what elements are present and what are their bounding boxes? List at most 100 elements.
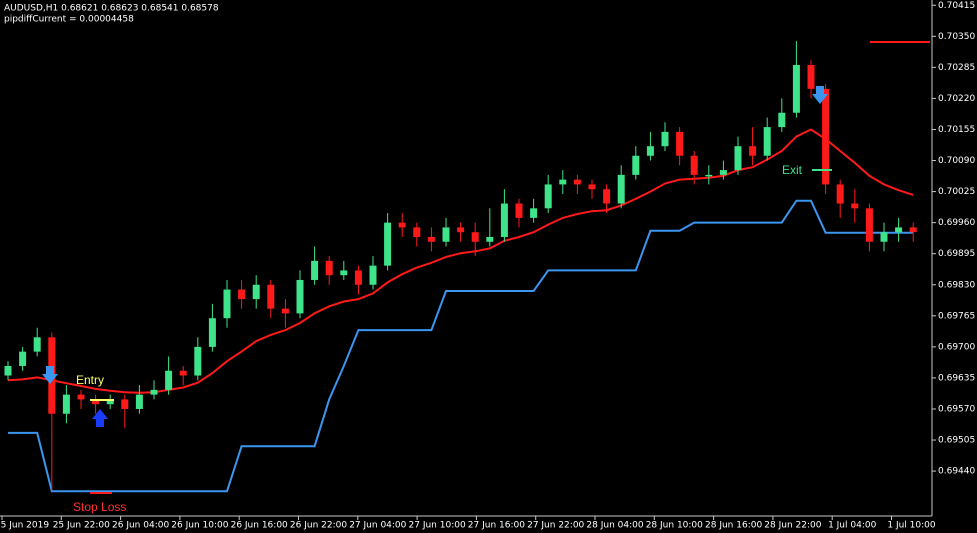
candle-body xyxy=(223,289,231,319)
candle-body xyxy=(646,146,654,156)
y-tick-label: 0.69570 xyxy=(938,404,975,414)
candle-body xyxy=(515,203,523,218)
candle-body xyxy=(384,222,392,266)
y-tick-label: 0.69505 xyxy=(938,436,975,446)
candle-body xyxy=(763,127,771,156)
candle-body xyxy=(427,236,435,242)
candle-body xyxy=(62,394,70,414)
y-tick-label: 0.69440 xyxy=(938,467,975,477)
candle-body xyxy=(530,208,538,218)
candle-body xyxy=(705,174,713,177)
candle-body xyxy=(4,365,12,376)
candle-body xyxy=(822,88,830,185)
candle-body xyxy=(676,131,684,156)
candle-body xyxy=(909,227,917,233)
chart-title: AUDUSD,H1 0.68621 0.68623 0.68541 0.6857… xyxy=(4,4,219,14)
candle-body xyxy=(895,227,903,233)
stop-loss-label: Stop Loss xyxy=(73,500,126,514)
candle-body xyxy=(194,346,202,376)
candle-body xyxy=(77,394,85,400)
x-tick-label: 27 Jun 22:00 xyxy=(527,521,584,531)
candle-body xyxy=(238,289,246,300)
candle-body xyxy=(208,318,216,347)
y-tick-label: 0.69765 xyxy=(938,311,975,321)
x-tick-label: 28 Jun 22:00 xyxy=(764,521,821,531)
candle-body xyxy=(354,270,362,285)
x-tick-label: 1 Jul 04:00 xyxy=(828,521,877,531)
chart-subtitle: pipdiffCurrent = 0.00004458 xyxy=(4,15,134,25)
candle-body xyxy=(398,222,406,228)
candle-body xyxy=(851,203,859,209)
y-tick-label: 0.70025 xyxy=(938,187,975,197)
candle-body xyxy=(690,155,698,175)
candle-body xyxy=(880,232,888,242)
x-tick-label: 25 Jun 2019 xyxy=(0,521,49,531)
candle-body xyxy=(457,227,465,233)
y-tick-label: 0.70350 xyxy=(938,32,975,42)
candle-body xyxy=(33,337,41,352)
candle-body xyxy=(632,155,640,175)
candle-body xyxy=(135,394,143,409)
indicator-line xyxy=(7,128,914,394)
candle-body xyxy=(559,179,567,185)
candle-body xyxy=(442,227,450,242)
candle-body xyxy=(19,351,27,366)
x-tick-label: 26 Jun 04:00 xyxy=(112,521,169,531)
sell-arrow xyxy=(42,366,58,384)
candle-body xyxy=(179,370,187,376)
candle-body xyxy=(544,184,552,209)
candle-body xyxy=(413,227,421,237)
candle-body xyxy=(150,389,158,395)
x-tick-label: 28 Jun 04:00 xyxy=(586,521,643,531)
entry-label: Entry xyxy=(76,373,104,387)
sell-arrow xyxy=(812,86,828,104)
candle-body xyxy=(836,184,844,204)
candle-body xyxy=(588,184,596,190)
x-tick-label: 26 Jun 10:00 xyxy=(171,521,228,531)
candle-body xyxy=(603,189,611,204)
candle-body xyxy=(121,399,129,409)
plot-area xyxy=(4,41,917,493)
y-tick-label: 0.70415 xyxy=(938,1,975,11)
candle-body xyxy=(486,236,494,242)
x-tick-label: 27 Jun 10:00 xyxy=(409,521,466,531)
y-tick-label: 0.69635 xyxy=(938,373,975,383)
candle-body xyxy=(749,146,757,156)
candle-body xyxy=(296,279,304,314)
y-tick-label: 0.69830 xyxy=(938,280,975,290)
y-tick-label: 0.70220 xyxy=(938,94,975,104)
x-tick-label: 28 Jun 10:00 xyxy=(646,521,703,531)
y-tick-label: 0.69960 xyxy=(938,218,975,228)
x-tick-label: 27 Jun 04:00 xyxy=(349,521,406,531)
candle-body xyxy=(165,370,173,390)
candle-body xyxy=(267,284,275,309)
x-tick-label: 28 Jun 16:00 xyxy=(705,521,762,531)
y-tick-label: 0.70285 xyxy=(938,63,975,73)
buy-arrow xyxy=(92,409,108,427)
candle-body xyxy=(661,131,669,147)
x-tick-label: 1 Jul 10:00 xyxy=(887,521,936,531)
candle-body xyxy=(325,260,333,276)
candle-body xyxy=(252,284,260,300)
candle-body xyxy=(340,270,348,276)
candle-body xyxy=(617,174,625,204)
candle-body xyxy=(92,399,100,405)
y-tick-label: 0.70090 xyxy=(938,156,975,166)
y-tick-label: 0.69895 xyxy=(938,249,975,259)
candle-body xyxy=(792,64,800,113)
candle-body xyxy=(500,203,508,237)
x-tick-label: 26 Jun 22:00 xyxy=(290,521,347,531)
candle-body xyxy=(778,112,786,128)
candle-body xyxy=(281,308,289,314)
x-tick-label: 27 Jun 16:00 xyxy=(468,521,525,531)
y-tick-label: 0.70155 xyxy=(938,125,975,135)
candle-body xyxy=(734,146,742,171)
candle-body xyxy=(807,64,815,89)
x-tick-label: 25 Jun 22:00 xyxy=(53,521,110,531)
candle-body xyxy=(311,260,319,280)
candle-body xyxy=(865,208,873,242)
candle-body xyxy=(106,399,114,405)
y-tick-label: 0.69700 xyxy=(938,342,975,352)
